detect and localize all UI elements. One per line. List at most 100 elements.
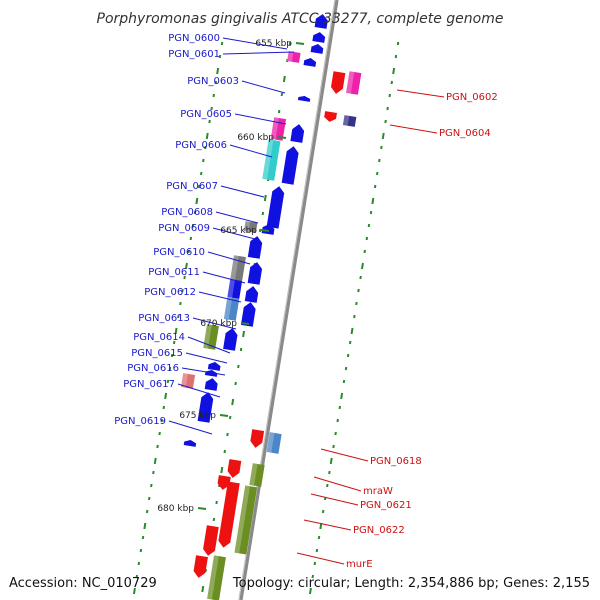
gene-feature xyxy=(262,139,281,181)
kbp-label: 675 kbp xyxy=(179,411,216,421)
guide-tick xyxy=(216,67,220,75)
gene-box-shine xyxy=(342,115,350,126)
gene-feature xyxy=(287,51,301,63)
gene-label-right: PGN_0604 xyxy=(439,128,491,139)
gene-label-left: PGN_0605 xyxy=(180,109,232,120)
gene-box xyxy=(266,432,282,454)
gene-arrow xyxy=(223,328,238,351)
gene-box-shine xyxy=(243,221,251,232)
kbp-scale: 655 kbp 660 kbp 665 kbp 670 kbp 675 kbp 680 k… xyxy=(157,39,305,514)
guide-tick xyxy=(231,398,235,406)
kbp-tick xyxy=(277,136,287,139)
gene-box-shine xyxy=(181,373,188,388)
gene-arrow xyxy=(290,124,305,143)
gene-box-shine xyxy=(223,297,233,320)
gene-label-right: PGN_0618 xyxy=(370,456,422,467)
guide-tick xyxy=(263,194,267,202)
gene-box-shine xyxy=(227,279,235,298)
guide-tick xyxy=(242,330,246,338)
gene-arrow xyxy=(247,262,263,285)
gene-box xyxy=(181,373,196,389)
gene-arrow xyxy=(297,96,311,102)
gene-feature xyxy=(312,32,326,43)
gene-feature xyxy=(310,44,324,54)
kbp-tick xyxy=(260,229,270,232)
leader-line xyxy=(215,211,259,224)
gene-arrow xyxy=(281,146,299,185)
kbp-label: 665 kbp xyxy=(220,226,257,236)
leader-line xyxy=(303,519,352,531)
gene-feature xyxy=(193,555,208,578)
gene-box-shine xyxy=(270,117,279,140)
gene-feature xyxy=(297,96,311,102)
kbp-label: 670 kbp xyxy=(200,319,237,329)
gene-arrow xyxy=(310,44,324,54)
leader-line xyxy=(181,367,226,376)
gene-label-right: mraW xyxy=(363,486,393,497)
gene-feature xyxy=(303,58,317,67)
gene-arrow xyxy=(207,362,221,371)
gene-box xyxy=(207,555,226,600)
gene-label-left: PGN_0608 xyxy=(161,207,213,218)
gene-feature xyxy=(181,373,196,389)
accession-text: Accession: NC_010729 xyxy=(9,576,157,591)
gene-arrow xyxy=(250,429,265,448)
gene-feature xyxy=(207,555,226,600)
leader-line xyxy=(310,493,359,506)
gene-arrow xyxy=(312,32,326,43)
gene-arrow xyxy=(324,111,337,122)
gene-feature xyxy=(183,440,197,447)
gene-label-left: PGN_0615 xyxy=(131,348,183,359)
gene-box xyxy=(203,324,219,350)
gene-feature xyxy=(218,481,240,548)
gene-arrow xyxy=(203,525,219,556)
guide-tick xyxy=(174,327,178,335)
gene-feature xyxy=(243,221,258,233)
gene-arrow xyxy=(204,378,218,391)
gene-feature xyxy=(346,71,362,95)
guide-tick xyxy=(153,457,157,465)
gene-box xyxy=(346,71,362,95)
gene-box-shine xyxy=(249,463,258,486)
leader-line xyxy=(212,227,256,240)
gene-feature xyxy=(227,459,242,478)
gene-feature xyxy=(244,286,259,303)
gene-feature xyxy=(203,324,219,350)
guide-tick xyxy=(195,197,199,205)
gene-label-right: PGN_0602 xyxy=(446,92,498,103)
gene-box-shine xyxy=(203,324,212,349)
kbp-tick xyxy=(219,414,229,417)
gene-box xyxy=(249,463,265,487)
backbone-line xyxy=(239,0,339,600)
gene-feature xyxy=(290,124,305,143)
leader-line xyxy=(177,383,221,398)
guide-tick xyxy=(220,466,224,474)
topology-text: Topology: circular; Length: 2,354,886 bp… xyxy=(232,576,590,591)
gene-label-left: PGN_0613 xyxy=(138,313,190,324)
gene-features xyxy=(181,14,362,600)
gene-arrow xyxy=(261,224,275,235)
gene-arrow xyxy=(266,186,285,229)
gene-box-shine xyxy=(262,139,274,180)
leader-line xyxy=(222,51,295,55)
gene-arrow xyxy=(240,302,256,327)
kbp-label: 660 kbp xyxy=(237,133,274,143)
guide-tick xyxy=(143,522,147,530)
leader-line xyxy=(185,352,228,364)
gene-box xyxy=(227,279,243,299)
gene-label-left: PGN_0612 xyxy=(144,287,196,298)
gene-arrow xyxy=(183,440,197,447)
guide-tick xyxy=(282,75,286,83)
gene-label-left: PGN_0614 xyxy=(133,332,185,343)
gene-feature xyxy=(234,485,258,555)
gene-arrow xyxy=(303,58,317,67)
leader-line xyxy=(192,317,237,330)
leader-line xyxy=(241,80,286,94)
gene-label-left: PGN_0600 xyxy=(168,33,220,44)
gene-feature xyxy=(223,328,238,351)
leader-line xyxy=(389,124,438,134)
gene-feature xyxy=(247,262,263,285)
kbp-tick xyxy=(240,322,250,325)
leader-line xyxy=(222,37,288,50)
